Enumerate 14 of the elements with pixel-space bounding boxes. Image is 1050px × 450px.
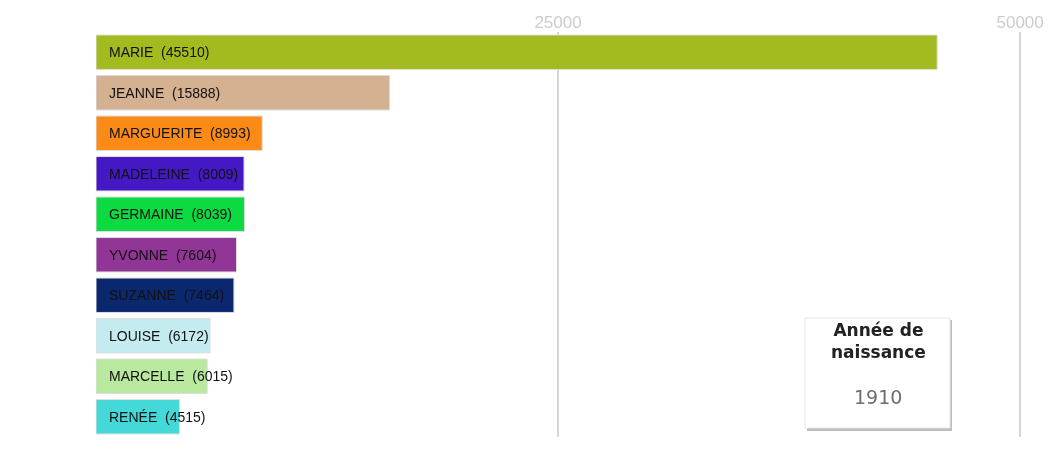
bar: [96, 318, 211, 354]
category-label: YVONNE (7604): [109, 247, 217, 263]
annotation: Année de naissance: [831, 320, 926, 363]
category-label: MARGUERITE (8993): [109, 125, 251, 141]
category-label: JEANNE (15888): [109, 85, 221, 101]
annotation: 1910: [854, 386, 903, 408]
category-label: SUZANNE (7464): [109, 287, 225, 303]
category-label: GERMAINE (8039): [109, 206, 232, 222]
bar: [96, 237, 238, 273]
category-label: MARCELLE (6015): [109, 368, 233, 384]
category-label: LOUISE (6172): [109, 328, 209, 344]
category-label: MADELEINE (8009): [109, 166, 239, 182]
bar: [96, 75, 391, 111]
category-label: MARIE (45510): [109, 44, 210, 60]
